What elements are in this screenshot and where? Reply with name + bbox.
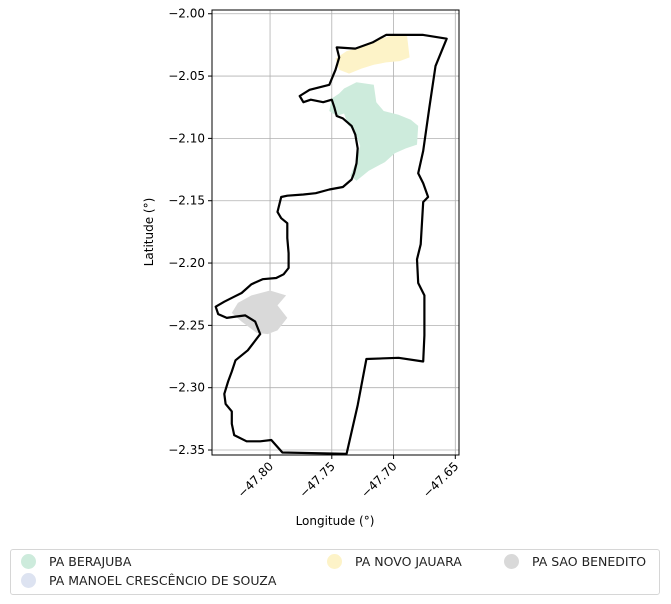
legend-item-manoel-crescencio: PA MANOEL CRESCÊNCIO DE SOUZA (21, 573, 276, 588)
legend-marker-novo-jauara (327, 554, 342, 569)
legend-marker-sao-benedito (504, 554, 519, 569)
y-tick-label: −2.30 (168, 381, 205, 395)
y-tick-label: −2.10 (168, 131, 205, 145)
legend-label: PA BERAJUBA (49, 554, 132, 569)
y-axis-label: Latitude (°) (142, 198, 156, 267)
y-tick-label: −2.00 (168, 7, 205, 21)
x-tick-label: −47.75 (297, 459, 338, 500)
boundary-layer (214, 33, 448, 455)
axes-frame (211, 9, 460, 456)
area-pa-novo-jauara (335, 34, 410, 74)
x-tick-label: −47.70 (358, 459, 399, 500)
legend-item-novo-jauara: PA NOVO JAUARA (327, 554, 462, 569)
legend-label: PA SAO BENEDITO (532, 554, 647, 569)
legend: PA BERAJUBA PA MANOEL CRESCÊNCIO DE SOUZ… (10, 549, 660, 595)
y-tick-label: −2.05 (168, 69, 205, 83)
x-tick-label: −47.65 (420, 459, 461, 500)
legend-item-berajuba: PA BERAJUBA (21, 554, 131, 569)
area-polygons (231, 34, 419, 335)
y-tick-label: −2.20 (168, 256, 205, 270)
municipality-boundary (214, 33, 448, 455)
x-tick-label: −47.80 (235, 459, 276, 500)
map-chart: −47.80 −47.75 −47.70 −47.65 −2.00 −2.05 −2.10 −… (142, 7, 461, 528)
grid-lines (212, 10, 459, 455)
y-tick-label: −2.15 (168, 194, 205, 208)
legend-item-sao-benedito: PA SAO BENEDITO (504, 554, 646, 569)
legend-label: PA MANOEL CRESCÊNCIO DE SOUZA (49, 573, 277, 588)
y-tick-label: −2.35 (168, 443, 205, 457)
area-pa-sao-benedito (231, 290, 288, 335)
area-pa-berajuba (329, 82, 419, 181)
legend-marker-manoel-crescencio (21, 573, 36, 588)
legend-marker-berajuba (21, 554, 36, 569)
y-tick-label: −2.25 (168, 318, 205, 332)
legend-label: PA NOVO JAUARA (355, 554, 462, 569)
x-axis-label: Longitude (°) (296, 514, 375, 528)
